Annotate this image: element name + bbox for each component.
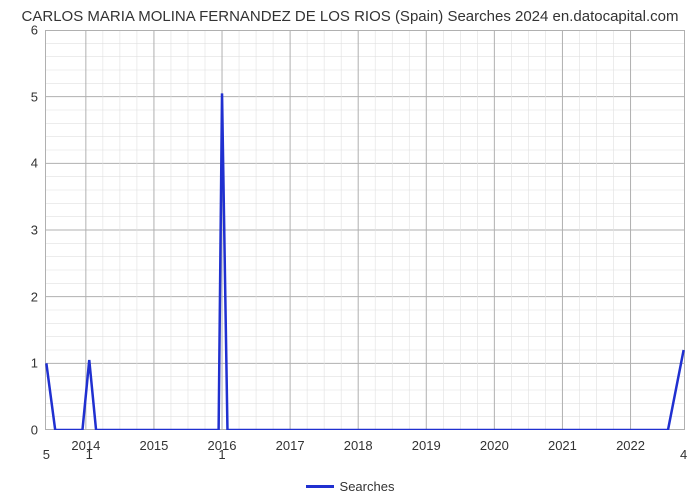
x-tick-label: 2017 — [276, 438, 305, 453]
plot-area — [45, 30, 685, 430]
y-tick-label: 6 — [0, 23, 38, 38]
legend-label: Searches — [340, 479, 395, 494]
legend-swatch — [306, 485, 334, 488]
value-label: 4 — [680, 447, 687, 462]
chart-container: CARLOS MARIA MOLINA FERNANDEZ DE LOS RIO… — [0, 0, 700, 500]
y-tick-label: 1 — [0, 356, 38, 371]
y-tick-label: 0 — [0, 423, 38, 438]
value-label: 1 — [86, 447, 93, 462]
chart-svg — [45, 30, 685, 430]
x-tick-label: 2019 — [412, 438, 441, 453]
x-tick-label: 2020 — [480, 438, 509, 453]
value-label: 5 — [43, 447, 50, 462]
x-tick-label: 2018 — [344, 438, 373, 453]
chart-title: CARLOS MARIA MOLINA FERNANDEZ DE LOS RIO… — [0, 8, 700, 25]
x-tick-label: 2015 — [139, 438, 168, 453]
legend: Searches — [0, 479, 700, 494]
x-tick-label: 2022 — [616, 438, 645, 453]
y-tick-label: 2 — [0, 289, 38, 304]
value-label: 1 — [218, 447, 225, 462]
y-tick-label: 3 — [0, 223, 38, 238]
x-tick-label: 2021 — [548, 438, 577, 453]
y-tick-label: 4 — [0, 156, 38, 171]
y-tick-label: 5 — [0, 89, 38, 104]
